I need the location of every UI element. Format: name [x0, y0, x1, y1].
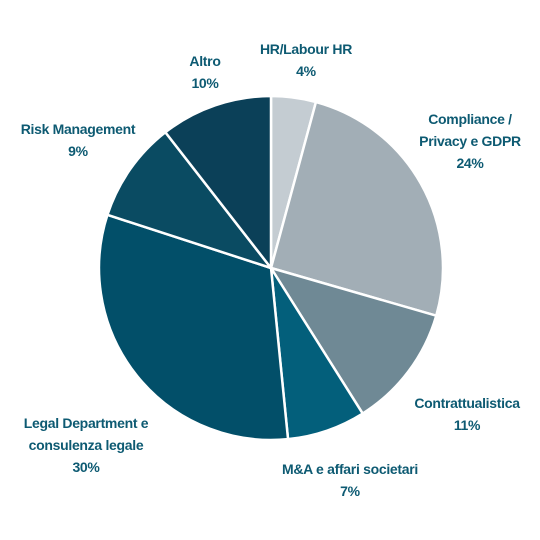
category-label: Legal Department e consulenza legale: [23, 415, 149, 453]
category-label: Altro: [189, 53, 221, 69]
slice-label: Legal Department e consulenza legale 30%: [17, 412, 155, 478]
value-label: 10%: [191, 75, 219, 91]
slice-label: Compliance / Privacy e GDPR 24%: [411, 108, 529, 174]
value-label: 24%: [456, 155, 484, 171]
value-label: 7%: [340, 483, 360, 499]
category-label: Compliance / Privacy e GDPR: [419, 111, 521, 149]
slice-label: Risk Management 9%: [8, 118, 148, 162]
pie-slice: [105, 130, 275, 271]
slice-label: M&A e affari societari 7%: [265, 458, 435, 502]
category-label: HR/Labour HR: [259, 41, 353, 57]
pie-slice: [268, 265, 438, 416]
pie-slice: [97, 213, 290, 442]
category-label: Contrattualistica: [414, 395, 520, 411]
slice-label: Contrattualistica 11%: [397, 392, 537, 436]
slice-label: Altro 10%: [165, 50, 245, 94]
value-label: 4%: [296, 63, 316, 79]
value-label: 30%: [72, 459, 100, 475]
pie-slice: [163, 94, 273, 272]
slice-label: HR/Labour HR 4%: [246, 38, 366, 82]
category-label: M&A e affari societari: [281, 461, 419, 477]
category-label: Risk Management: [20, 121, 136, 137]
pie-slice: [269, 100, 445, 318]
value-label: 11%: [453, 417, 481, 433]
value-label: 9%: [68, 143, 88, 159]
